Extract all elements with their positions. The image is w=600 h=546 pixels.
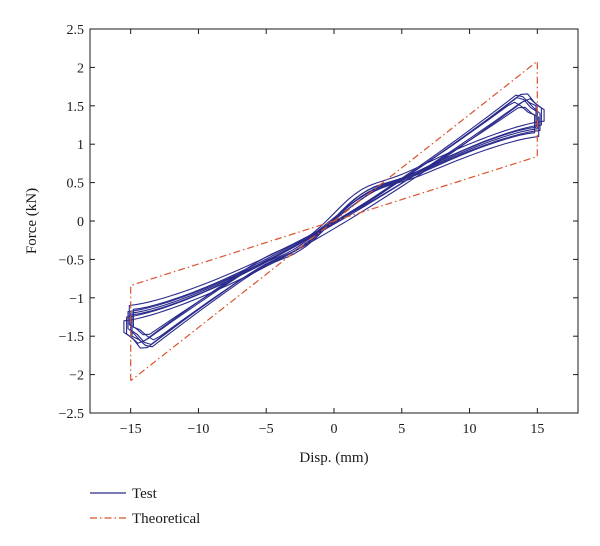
y-tick-label-9: 2 [77, 61, 84, 76]
series-layer [123, 60, 545, 382]
x-tick-label-2: −5 [259, 422, 274, 437]
y-tick-label-7: 1 [77, 138, 84, 153]
test-loop-5 [131, 94, 537, 348]
legend-label-test: Test [132, 486, 158, 502]
x-tick-label-6: 15 [530, 422, 544, 437]
axis-ticks [90, 28, 578, 414]
y-tick-label-3: −1 [69, 292, 84, 307]
legend: Test Theoretical [90, 486, 200, 527]
y-tick-label-0: −2.5 [59, 407, 84, 422]
y-tick-label-4: −0.5 [59, 253, 84, 268]
y-tick-label-5: 0 [77, 215, 84, 230]
x-tick-label-1: −10 [187, 422, 209, 437]
x-tick-label-0: −15 [120, 422, 142, 437]
y-tick-label-8: 1.5 [67, 100, 85, 115]
y-tick-label-1: −2 [69, 369, 84, 384]
test-loop-6 [127, 99, 541, 343]
axis-tick-labels: −15 −10 −5 0 5 10 15 −2.5 −2 −1.5 −1 −0.5 0 0.5 1 1.5 2 2… [59, 23, 545, 437]
x-tick-label-4: 5 [398, 422, 405, 437]
y-axis-label: Force (kN) [24, 188, 40, 254]
theoretical-line [130, 60, 538, 382]
x-axis-label: Disp. (mm) [299, 450, 368, 466]
test-loop-2 [132, 101, 536, 341]
legend-label-theoretical: Theoretical [132, 511, 200, 527]
y-tick-label-2: −1.5 [59, 330, 84, 345]
y-tick-label-6: 0.5 [67, 177, 85, 192]
y-tick-label-10: 2.5 [67, 23, 85, 38]
x-tick-label-3: 0 [331, 422, 338, 437]
x-tick-label-5: 10 [463, 422, 477, 437]
